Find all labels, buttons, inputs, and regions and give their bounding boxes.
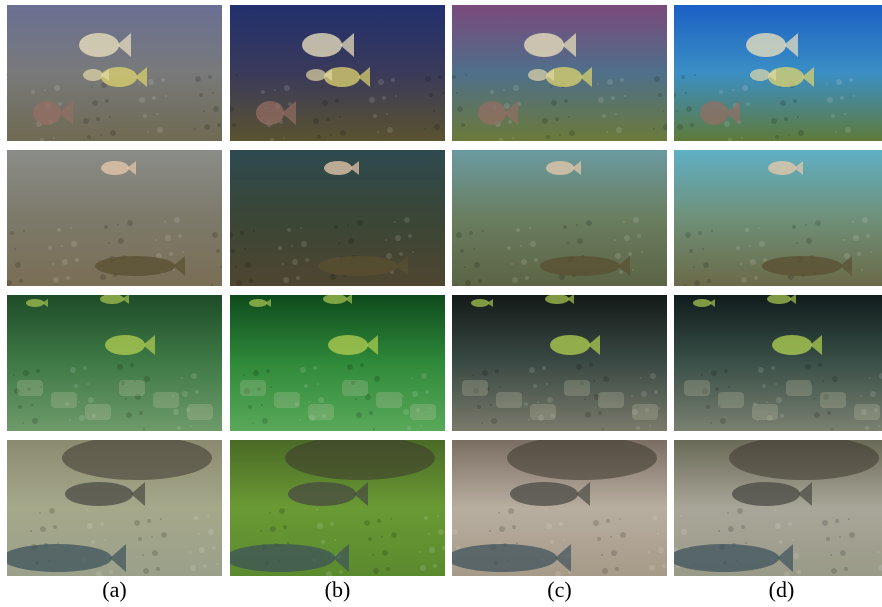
yellow-fish: [101, 67, 147, 87]
panel-striped-fish-on-rocks-c: [452, 295, 667, 431]
rock: [632, 404, 658, 420]
rock: [729, 440, 879, 480]
small-fish: [306, 69, 332, 81]
column-label-b: (b): [324, 577, 351, 602]
striped-fish-small: [471, 299, 493, 307]
rock: [530, 404, 556, 420]
rock: [274, 392, 300, 408]
rock: [153, 392, 179, 408]
panel-striped-fish-on-rocks-a: [7, 295, 222, 431]
rock: [684, 380, 710, 396]
striped-fish-small: [693, 299, 715, 307]
long-fish: [230, 544, 349, 572]
panel-grouper-near-rock-c: [452, 440, 667, 576]
yellow-fish: [768, 67, 814, 87]
rock: [507, 440, 657, 480]
rock: [119, 380, 145, 396]
striped-fish: [772, 335, 822, 355]
long-fish: [674, 544, 793, 572]
rock: [342, 380, 368, 396]
rock: [598, 392, 624, 408]
rock: [187, 404, 213, 420]
grouper-fish: [732, 482, 812, 506]
panel-striped-fish-on-rocks-b: [230, 295, 445, 431]
rock: [718, 392, 744, 408]
rock: [285, 440, 435, 480]
panel-bluegill-fish-school-c: [452, 5, 667, 141]
yellow-fish: [546, 67, 592, 87]
trout: [95, 256, 185, 276]
striped-fish: [105, 335, 155, 355]
panel-grouper-near-rock-a: [7, 440, 222, 576]
striped-fish-small: [26, 299, 48, 307]
water-background: [452, 295, 667, 431]
rock: [62, 440, 212, 480]
rock: [820, 392, 846, 408]
panel-bluegill-fish-school-a: [7, 5, 222, 141]
small-fish: [546, 161, 581, 175]
panel-grouper-near-rock-b: [230, 440, 445, 576]
water-background: [230, 295, 445, 431]
bluegill-fish: [302, 33, 354, 57]
striped-fish: [328, 335, 378, 355]
rock: [752, 404, 778, 420]
striped-fish-small: [545, 295, 574, 304]
panel-trout-on-seabed-c: [452, 150, 667, 286]
rock: [462, 380, 488, 396]
trout: [318, 256, 408, 276]
striped-fish-small: [249, 299, 271, 307]
bluegill-fish: [79, 33, 131, 57]
yellow-fish: [324, 67, 370, 87]
small-fish: [101, 161, 136, 175]
grouper-fish: [288, 482, 368, 506]
bluegill-fish: [524, 33, 576, 57]
red-bellied-fish: [478, 101, 518, 125]
trout: [540, 256, 630, 276]
image-grid: [7, 5, 882, 576]
striped-fish: [550, 335, 600, 355]
panel-bluegill-fish-school-b: [230, 5, 445, 141]
red-bellied-fish: [256, 101, 296, 125]
small-fish: [528, 69, 554, 81]
bluegill-fish: [746, 33, 798, 57]
grouper-fish: [65, 482, 145, 506]
rock: [308, 404, 334, 420]
rock: [854, 404, 880, 420]
small-fish: [83, 69, 109, 81]
striped-fish-small: [323, 295, 352, 304]
grouper-fish: [510, 482, 590, 506]
water-background: [7, 295, 222, 431]
red-bellied-fish: [700, 101, 740, 125]
red-bellied-fish: [33, 101, 73, 125]
panel-trout-on-seabed-b: [230, 150, 445, 286]
column-label-a: (a): [102, 577, 127, 602]
long-fish: [452, 544, 571, 572]
small-fish: [768, 161, 803, 175]
rock: [376, 392, 402, 408]
column-label-c: (c): [547, 577, 572, 602]
panel-trout-on-seabed-d: [674, 150, 882, 286]
panel-bluegill-fish-school-d: [674, 5, 882, 141]
rock: [17, 380, 43, 396]
rock: [564, 380, 590, 396]
rock: [240, 380, 266, 396]
rock: [496, 392, 522, 408]
panel-grouper-near-rock-d: [674, 440, 882, 576]
striped-fish-small: [767, 295, 796, 304]
rock: [51, 392, 77, 408]
long-fish: [7, 544, 126, 572]
trout: [762, 256, 852, 276]
striped-fish-small: [100, 295, 129, 304]
rock: [786, 380, 812, 396]
small-fish: [324, 161, 359, 175]
panel-striped-fish-on-rocks-d: [674, 295, 882, 431]
rock: [85, 404, 111, 420]
rock: [410, 404, 436, 420]
water-background: [674, 295, 882, 431]
panel-trout-on-seabed-a: [7, 150, 222, 286]
small-fish: [750, 69, 776, 81]
column-label-d: (d): [768, 577, 795, 602]
